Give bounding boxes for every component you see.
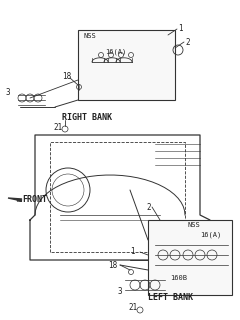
Text: FRONT: FRONT (22, 196, 47, 204)
Bar (78, 30, 175, 100)
Bar (148, 220, 232, 295)
Text: NSS: NSS (83, 33, 96, 39)
Text: 16(A): 16(A) (105, 49, 126, 55)
Text: 21: 21 (128, 303, 137, 313)
Text: 1: 1 (178, 23, 183, 33)
Text: NSS: NSS (188, 222, 201, 228)
Text: RIGHT BANK: RIGHT BANK (62, 113, 112, 122)
Text: 16(A): 16(A) (200, 232, 221, 238)
Text: 3: 3 (118, 287, 123, 297)
Text: LEFT BANK: LEFT BANK (148, 293, 193, 302)
Text: 160B: 160B (170, 275, 187, 281)
Text: 18: 18 (108, 260, 117, 269)
Text: 2: 2 (146, 203, 151, 212)
Text: 18: 18 (62, 71, 71, 81)
Text: 1: 1 (130, 247, 135, 257)
Polygon shape (8, 198, 22, 201)
Text: 3: 3 (5, 87, 10, 97)
Text: 21: 21 (53, 123, 62, 132)
Text: 2: 2 (185, 37, 190, 46)
